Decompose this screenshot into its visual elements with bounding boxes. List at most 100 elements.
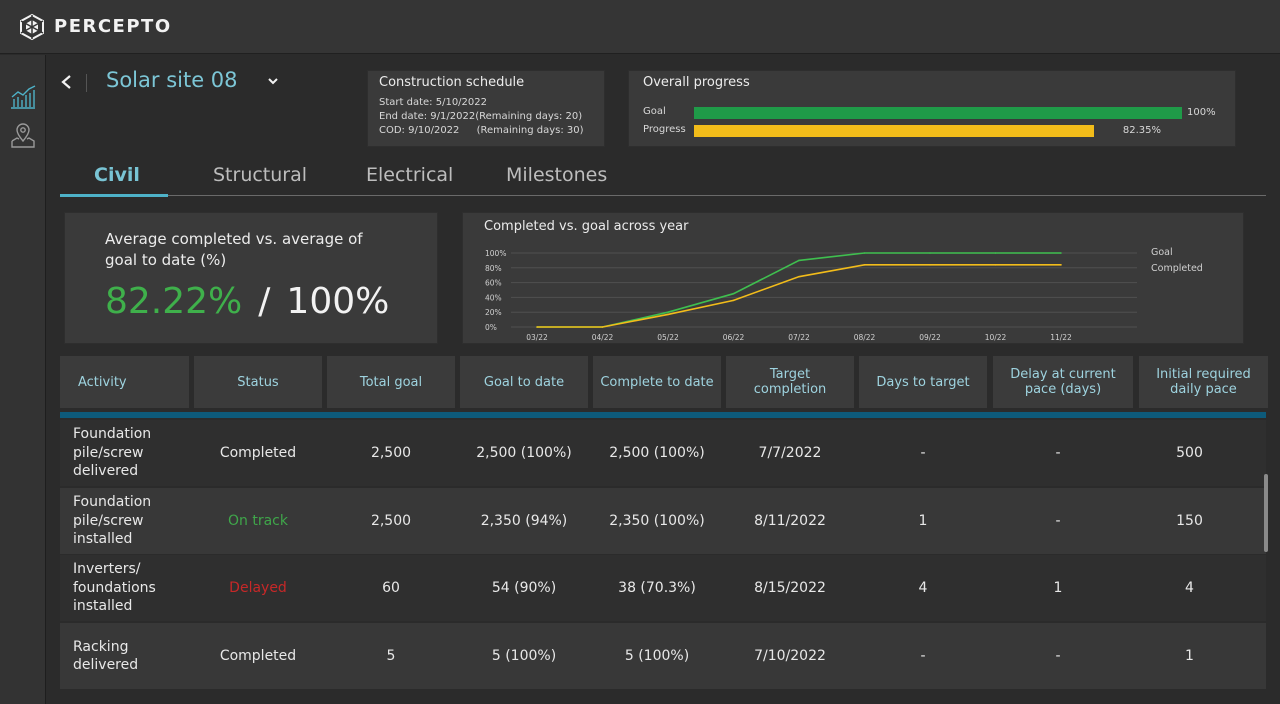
cell-complete-to-date: 2,500 (100%): [609, 445, 705, 461]
data-point-completed: [667, 313, 669, 316]
kpi-title: Average completed vs. average of goal to…: [105, 230, 363, 269]
header-activity[interactable]: Activity: [60, 356, 189, 408]
cell-total-goal: 2,500: [370, 445, 412, 461]
series-line-completed: [537, 264, 1061, 328]
cell-complete-to-date: 38 (70.3%): [618, 580, 696, 596]
activity-table-header: Activity Status Total goal Goal to date …: [60, 356, 1268, 408]
data-point-goal: [1060, 252, 1062, 254]
chart-title: Completed vs. goal across year: [484, 219, 689, 234]
header-divider: [86, 74, 87, 92]
y-tick-label: 60%: [485, 279, 502, 288]
header-days-to-target[interactable]: Days to target: [859, 356, 987, 408]
chevron-down-icon[interactable]: [266, 74, 280, 88]
map-location-icon[interactable]: [9, 121, 37, 149]
header-delay[interactable]: Delay at current pace (days): [993, 356, 1133, 408]
data-point-completed: [994, 264, 997, 266]
cod-remaining: (Remaining days: 30): [476, 125, 584, 136]
schedule-title: Construction schedule: [379, 75, 525, 90]
tab-civil[interactable]: Civil: [94, 164, 140, 186]
line-chart: 100% 80% 60% 40% 20% 0% 03/22 04/22 05/22 06/22 07…: [485, 247, 1203, 342]
cell-days-to-target: -: [920, 648, 926, 664]
sidebar: [0, 55, 46, 704]
y-tick-label: 80%: [485, 264, 502, 273]
goal-bar-fill: [694, 107, 1182, 119]
header-complete-to-date[interactable]: Complete to date: [593, 356, 721, 408]
tab-milestones[interactable]: Milestones: [506, 164, 608, 186]
legend-label-goal: Goal: [1151, 247, 1173, 258]
cell-target-completion: 8/15/2022: [754, 580, 826, 596]
header-goal-to-date[interactable]: Goal to date: [460, 356, 588, 408]
cell-total-goal: 2,500: [370, 513, 412, 529]
header-total-goal[interactable]: Total goal: [327, 356, 455, 408]
cell-days-to-target: 4: [918, 580, 928, 596]
header-target-completion[interactable]: Target completion: [726, 356, 854, 408]
data-point-completed: [1060, 264, 1062, 266]
average-kpi-card: Average completed vs. average of goal to…: [64, 212, 438, 344]
analytics-chart-icon[interactable]: [9, 83, 37, 111]
cell-goal-to-date: 2,500 (100%): [476, 445, 572, 461]
data-point-goal: [929, 252, 931, 254]
header-status[interactable]: Status: [194, 356, 322, 408]
table-scrollbar[interactable]: [1264, 474, 1268, 552]
cell-goal-to-date: 5 (100%): [491, 648, 557, 664]
construction-schedule-card: Construction schedule Start date: 5/10/2…: [367, 70, 605, 147]
header-divider-rule: [60, 412, 1266, 418]
cell-status: On track: [228, 513, 288, 529]
y-tick-label: 100%: [485, 249, 506, 258]
start-label: Start date:: [379, 97, 433, 108]
progress-row: Progress 82.35%: [643, 122, 1233, 138]
cell-target-completion: 7/10/2022: [754, 648, 826, 664]
x-tick-label: 11/22: [1050, 333, 1072, 342]
data-point-completed: [863, 264, 866, 266]
data-point-goal: [732, 292, 735, 295]
x-tick-label: 08/22: [854, 333, 876, 342]
x-tick-label: 05/22: [657, 333, 679, 342]
table-row[interactable]: Racking delivered Completed 5 5 (100%) 5…: [60, 623, 1266, 689]
cell-goal-to-date: 2,350 (94%): [480, 513, 568, 529]
overall-progress-card: Overall progress Goal 100% Progress 82.3…: [628, 70, 1236, 147]
start-value: 5/10/2022: [435, 97, 487, 108]
data-point-completed: [798, 275, 800, 278]
overall-title: Overall progress: [643, 75, 750, 90]
end-value: 9/1/2022(Remaining days: 20): [430, 111, 583, 122]
progress-bar-track: [694, 125, 1182, 137]
goal-bar-track: [694, 107, 1182, 119]
data-point-goal: [994, 252, 997, 254]
cell-days-to-target: 1: [918, 513, 928, 529]
x-tick-label: 04/22: [592, 333, 614, 342]
table-row[interactable]: Inverters/ foundations installed Delayed…: [60, 555, 1266, 621]
y-tick-label: 0%: [485, 323, 497, 332]
table-row[interactable]: Foundation pile/screw installed On track…: [60, 488, 1266, 554]
schedule-start: Start date: 5/10/2022: [379, 96, 593, 110]
percepto-logo-icon: [20, 13, 44, 40]
data-point-goal: [798, 259, 800, 262]
cell-target-completion: 7/7/2022: [758, 445, 822, 461]
header-initial-pace[interactable]: Initial required daily pace: [1139, 356, 1268, 408]
goal-progress-row: Goal 100%: [643, 104, 1233, 120]
cell-status: Delayed: [229, 580, 287, 596]
tab-electrical[interactable]: Electrical: [366, 164, 454, 186]
cell-activity: Racking delivered: [73, 638, 139, 674]
completed-vs-goal-chart-card: Completed vs. goal across year 100% 80% 60…: [462, 212, 1244, 344]
cell-days-to-target: -: [920, 445, 926, 461]
site-title[interactable]: Solar site 08: [106, 68, 238, 92]
legend-label-completed: Completed: [1151, 263, 1203, 274]
y-tick-label: 40%: [485, 293, 502, 302]
category-tabs: Civil Structural Electrical Milestones: [60, 160, 1266, 197]
back-arrow-icon[interactable]: [60, 70, 74, 94]
table-row[interactable]: Foundation pile/screw delivered Complete…: [60, 420, 1266, 486]
x-tick-label: 03/22: [526, 333, 548, 342]
kpi-slash: /: [258, 281, 271, 322]
data-point-completed: [929, 264, 931, 266]
tab-structural[interactable]: Structural: [213, 164, 308, 186]
cell-complete-to-date: 5 (100%): [624, 648, 690, 664]
data-point-completed: [601, 326, 604, 328]
goal-label: Goal: [643, 106, 666, 117]
cell-delay: -: [1055, 513, 1061, 529]
schedule-end: End date: 9/1/2022(Remaining days: 20): [379, 110, 593, 124]
x-tick-label: 09/22: [919, 333, 941, 342]
cod-value: 9/10/2022: [408, 125, 460, 136]
x-tick-label: 10/22: [985, 333, 1007, 342]
cell-status: Completed: [219, 445, 297, 461]
cell-activity: Foundation pile/screw installed: [73, 494, 152, 548]
